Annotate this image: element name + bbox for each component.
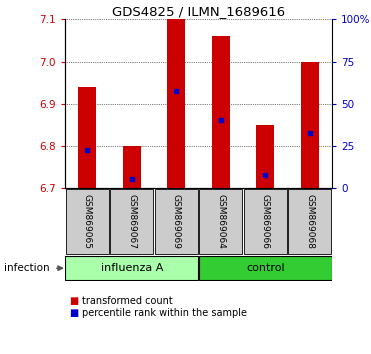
Bar <box>167 19 185 188</box>
Text: ■: ■ <box>69 296 78 306</box>
Bar <box>123 145 141 188</box>
Title: GDS4825 / ILMN_1689616: GDS4825 / ILMN_1689616 <box>112 5 285 18</box>
Text: GSM869064: GSM869064 <box>216 194 225 249</box>
Text: control: control <box>246 263 285 273</box>
Text: GSM869068: GSM869068 <box>305 194 314 249</box>
Text: GSM869066: GSM869066 <box>261 194 270 249</box>
Bar <box>199 189 242 253</box>
Text: GSM869065: GSM869065 <box>83 194 92 249</box>
Bar <box>199 256 332 280</box>
Bar <box>155 189 198 253</box>
Text: infection: infection <box>4 263 49 273</box>
Bar <box>288 189 331 253</box>
Text: influenza A: influenza A <box>101 263 163 273</box>
Text: percentile rank within the sample: percentile rank within the sample <box>82 308 247 318</box>
Text: GSM869067: GSM869067 <box>127 194 136 249</box>
Bar <box>66 189 109 253</box>
Bar <box>301 62 319 188</box>
Text: ■: ■ <box>69 308 78 318</box>
Bar <box>244 189 287 253</box>
Bar <box>256 125 274 188</box>
Bar <box>78 87 96 188</box>
Bar <box>212 36 230 188</box>
Text: transformed count: transformed count <box>82 296 173 306</box>
Bar <box>110 189 153 253</box>
Bar <box>65 256 198 280</box>
Text: GSM869069: GSM869069 <box>172 194 181 249</box>
